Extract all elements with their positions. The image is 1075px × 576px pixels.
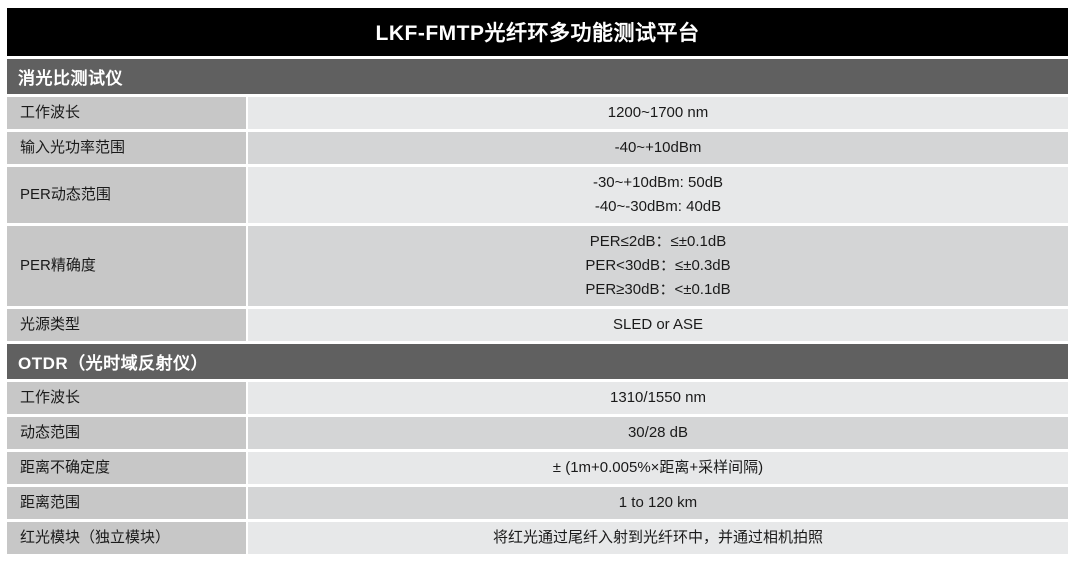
section-header: OTDR（光时域反射仪） bbox=[7, 344, 1068, 379]
row-value: -30~+10dBm: 50dB -40~-30dBm: 40dB bbox=[248, 167, 1068, 223]
value-line: -30~+10dBm: 50dB bbox=[592, 174, 724, 191]
value-line: PER≤2dB：≤±0.1dB bbox=[589, 233, 727, 250]
table-row: PER动态范围 -30~+10dBm: 50dB -40~-30dBm: 40dB bbox=[7, 167, 1068, 223]
row-value: PER≤2dB：≤±0.1dB PER<30dB：≤±0.3dB PER≥30dB：… bbox=[248, 226, 1068, 306]
value-line: ± (1m+0.005%×距离+采样间隔) bbox=[552, 459, 764, 476]
row-value: SLED or ASE bbox=[248, 309, 1068, 341]
row-label: 红光模块（独立模块） bbox=[7, 522, 246, 554]
table-body: 消光比测试仪 工作波长 1200~1700 nm 输入光功率范围 -40~+10dBm P… bbox=[7, 59, 1068, 554]
row-value: -40~+10dBm bbox=[248, 132, 1068, 164]
value-line: PER<30dB：≤±0.3dB bbox=[585, 257, 731, 274]
table-row: 光源类型 SLED or ASE bbox=[7, 309, 1068, 341]
row-value: ± (1m+0.005%×距离+采样间隔) bbox=[248, 452, 1068, 484]
value-line: 30/28 dB bbox=[627, 424, 689, 441]
row-label: 动态范围 bbox=[7, 417, 246, 449]
value-line: 1200~1700 nm bbox=[607, 104, 709, 121]
value-line: 1 to 120 km bbox=[618, 494, 698, 511]
table-row: 红光模块（独立模块） 将红光通过尾纤入射到光纤环中，并通过相机拍照 bbox=[7, 522, 1068, 554]
row-label: 工作波长 bbox=[7, 97, 246, 129]
table-row: 动态范围 30/28 dB bbox=[7, 417, 1068, 449]
row-label: 光源类型 bbox=[7, 309, 246, 341]
section-header: 消光比测试仪 bbox=[7, 59, 1068, 94]
value-line: -40~+10dBm bbox=[614, 139, 702, 156]
row-label: 工作波长 bbox=[7, 382, 246, 414]
value-line: PER≥30dB：<±0.1dB bbox=[585, 281, 731, 298]
table-title: LKF-FMTP光纤环多功能测试平台 bbox=[7, 8, 1068, 56]
table-row: 输入光功率范围 -40~+10dBm bbox=[7, 132, 1068, 164]
table-row: 工作波长 1310/1550 nm bbox=[7, 382, 1068, 414]
table-row: 距离不确定度 ± (1m+0.005%×距离+采样间隔) bbox=[7, 452, 1068, 484]
value-line: SLED or ASE bbox=[612, 316, 704, 333]
row-label: PER动态范围 bbox=[7, 167, 246, 223]
row-label: 输入光功率范围 bbox=[7, 132, 246, 164]
table-row: 距离范围 1 to 120 km bbox=[7, 487, 1068, 519]
value-line: 将红光通过尾纤入射到光纤环中，并通过相机拍照 bbox=[492, 529, 823, 546]
row-value: 1200~1700 nm bbox=[248, 97, 1068, 129]
row-label: 距离不确定度 bbox=[7, 452, 246, 484]
row-value: 将红光通过尾纤入射到光纤环中，并通过相机拍照 bbox=[248, 522, 1068, 554]
spec-table: LKF-FMTP光纤环多功能测试平台 消光比测试仪 工作波长 1200~1700 n… bbox=[7, 8, 1068, 557]
value-line: 1310/1550 nm bbox=[610, 389, 706, 406]
row-value: 1 to 120 km bbox=[248, 487, 1068, 519]
table-row: 工作波长 1200~1700 nm bbox=[7, 97, 1068, 129]
row-value: 1310/1550 nm bbox=[248, 382, 1068, 414]
value-line: -40~-30dBm: 40dB bbox=[594, 198, 722, 215]
row-label: 距离范围 bbox=[7, 487, 246, 519]
row-label: PER精确度 bbox=[7, 226, 246, 306]
row-value: 30/28 dB bbox=[248, 417, 1068, 449]
table-row: PER精确度 PER≤2dB：≤±0.1dB PER<30dB：≤±0.3dB PER… bbox=[7, 226, 1068, 306]
